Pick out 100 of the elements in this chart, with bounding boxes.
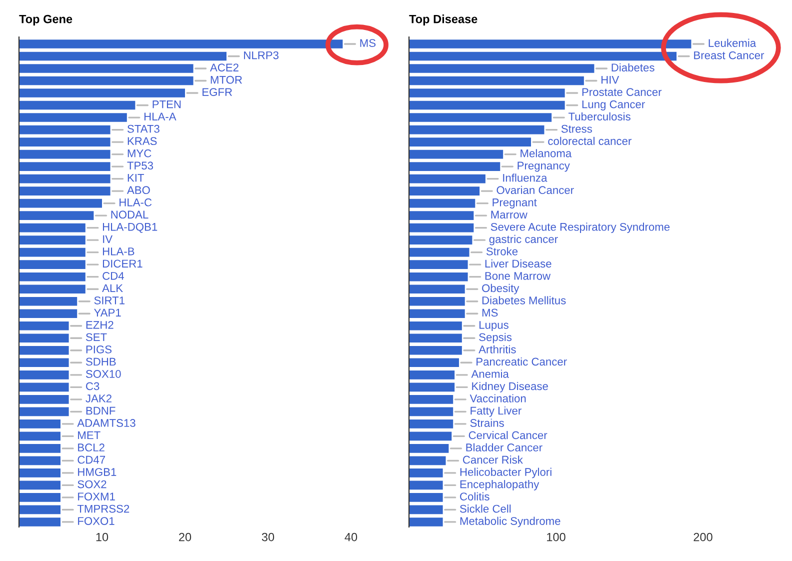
bar (19, 40, 343, 48)
bar (409, 223, 474, 232)
y-tick-label: FOXM1 (78, 492, 115, 500)
y-tick-label: NODAL (111, 210, 148, 219)
y-tick-label: ABO (126, 186, 150, 194)
y-tick-label: Anemia (471, 370, 509, 378)
bar (19, 113, 127, 122)
y-tick-label: Ovarian Cancer (496, 186, 574, 194)
bar (409, 260, 468, 270)
y-tick-label: Melanoma (520, 149, 572, 158)
bar (19, 518, 60, 526)
y-tick-label: TP53 (127, 162, 154, 170)
y-tick-label: HIV (602, 76, 620, 84)
x-tick-label: 200 (694, 532, 712, 542)
bar (19, 321, 69, 330)
y-tick-label: HMGB1 (78, 468, 116, 476)
bar (19, 395, 69, 404)
bar (19, 52, 226, 61)
bar (19, 444, 60, 453)
y-tick-label: MYC (128, 149, 152, 158)
y-tick-label: Pregnancy (518, 162, 570, 172)
bar (19, 296, 78, 306)
y-tick-label: Stroke (486, 247, 518, 256)
bar (409, 407, 454, 416)
bar (19, 88, 185, 98)
y-tick-label: TMPRSS2 (77, 504, 130, 513)
bar (409, 284, 465, 294)
bar (409, 505, 443, 514)
y-tick-label: Stress (561, 124, 592, 133)
y-tick-label: BDNF (86, 406, 116, 415)
y-tick-label: EGFR (202, 88, 232, 96)
bar (409, 64, 594, 73)
y-tick-label: MS (482, 308, 498, 317)
bar (409, 52, 677, 61)
y-tick-label: Bone Marrow (485, 272, 551, 280)
bar (409, 444, 449, 453)
bar (19, 370, 69, 380)
bar (19, 162, 110, 171)
bar (19, 248, 86, 257)
bar (19, 76, 194, 86)
bar (409, 395, 454, 404)
y-tick-label: EZH2 (86, 320, 114, 329)
bar (409, 40, 692, 48)
y-tick-label: Diabetes Mellitus (482, 296, 566, 304)
bar (19, 334, 69, 343)
y-tick-label: Severe Acute Respiratory Syndrome (490, 222, 670, 234)
bar (409, 211, 474, 220)
y-tick-label: NLRP3 (244, 51, 278, 60)
bar (409, 88, 565, 98)
y-tick-label: Cancer Risk (462, 456, 523, 464)
bar (19, 64, 194, 73)
bar (409, 162, 500, 171)
y-tick-label: Leukemia (708, 38, 756, 47)
y-tick-label: Arthritis (478, 345, 516, 354)
y-tick-label: SDHB (86, 358, 116, 366)
bar (409, 236, 472, 244)
y-tick-label: HLA-C (120, 198, 152, 206)
bar (19, 480, 60, 490)
bar (409, 198, 476, 208)
x-tick-label: 40 (344, 532, 358, 542)
bar (19, 432, 60, 441)
y-tick-label: gastric cancer (489, 234, 558, 246)
bar (409, 334, 462, 343)
chart-title: Top Disease (409, 14, 478, 26)
y-tick-label: SIRT1 (94, 296, 125, 304)
bar (19, 456, 60, 466)
y-tick-label: CD47 (78, 456, 106, 464)
y-tick-label: Diabetes (612, 63, 654, 72)
y-tick-label: IV (103, 235, 113, 243)
y-tick-label: Lupus (480, 321, 508, 332)
bar (409, 125, 544, 134)
bar (19, 236, 86, 244)
y-tick-label: PIGS (86, 346, 112, 354)
y-tick-label: Cervical Cancer (468, 431, 548, 440)
bar (19, 420, 60, 428)
bar (409, 382, 455, 392)
bar (409, 321, 462, 330)
y-tick-label: ADAMTS13 (77, 419, 136, 427)
bar (19, 407, 69, 416)
bar (19, 505, 60, 514)
bar (19, 358, 69, 368)
y-tick-label: Sickle Cell (460, 504, 511, 513)
bar (409, 518, 443, 526)
y-tick-label: Colitis (460, 492, 490, 500)
bar (19, 211, 94, 220)
y-tick-label: Breast Cancer (694, 51, 764, 60)
bar (19, 309, 78, 318)
bar (409, 296, 465, 306)
x-tick-label: 30 (262, 532, 274, 542)
y-tick-label: YAP1 (94, 308, 121, 316)
y-tick-label: Fatty Liver (470, 406, 522, 417)
y-tick-label: STAT3 (127, 124, 160, 133)
y-tick-label: BCL2 (78, 444, 104, 452)
bar (409, 150, 504, 159)
y-tick-label: JAK2 (86, 394, 112, 402)
bar (409, 186, 480, 196)
bar (19, 272, 86, 282)
y-tick-label: Influenza (503, 174, 548, 182)
bar (409, 174, 486, 184)
y-tick-label: Tuberculosis (568, 112, 630, 121)
